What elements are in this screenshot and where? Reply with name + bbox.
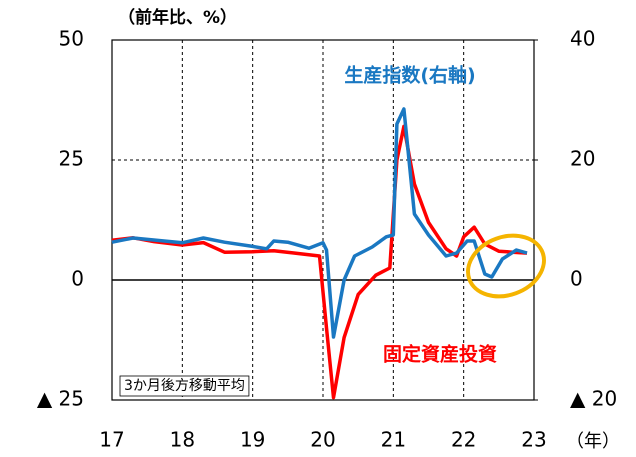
y-tick-label: ▲ 25	[37, 387, 84, 411]
y2-tick-label: 0	[570, 267, 583, 291]
x-tick-label: 18	[170, 428, 195, 452]
x-tick-label: 22	[451, 428, 476, 452]
y-tick-label: 25	[59, 147, 84, 171]
highlight-circle	[466, 233, 546, 299]
x-tick-label: 19	[240, 428, 265, 452]
x-unit-label: （年）	[566, 431, 620, 452]
note-box	[119, 375, 250, 397]
series-line	[111, 107, 528, 339]
series-line	[111, 124, 528, 400]
x-tick-label: 21	[381, 428, 406, 452]
x-tick-label: 23	[521, 428, 546, 452]
y2-tick-label: 40	[570, 27, 595, 51]
y2-tick-label: ▲ 20	[570, 387, 617, 411]
series-label: 固定資産投資	[383, 343, 497, 366]
series-label: 生産指数(右軸)	[344, 64, 475, 87]
x-tick-label: 20	[310, 428, 335, 452]
y-unit-label: （前年比、%）	[118, 7, 237, 28]
note: 3か月後方移動平均	[124, 378, 245, 394]
x-tick-label: 17	[99, 428, 124, 452]
y2-tick-label: 20	[570, 147, 595, 171]
y-tick-label: 50	[59, 27, 84, 51]
y-tick-label: 0	[71, 267, 84, 291]
